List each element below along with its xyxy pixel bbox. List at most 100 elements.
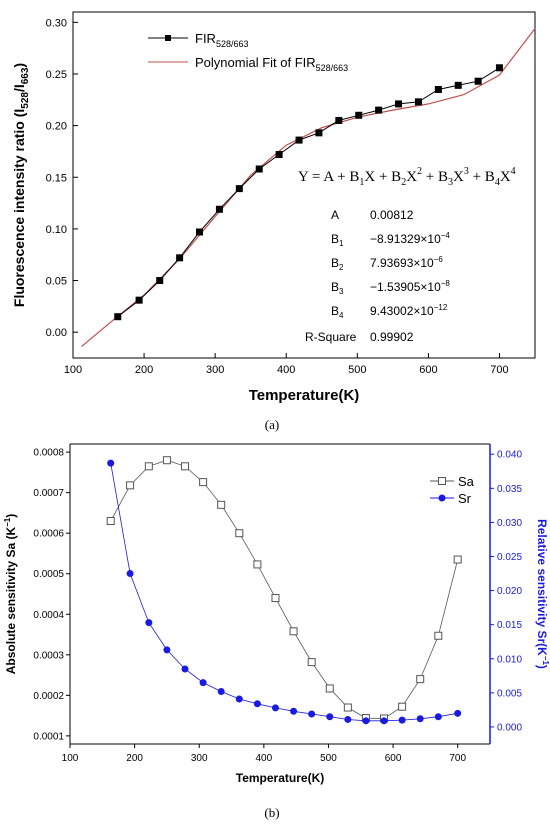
- param-b3-value: −1.53905×10−8: [370, 279, 450, 294]
- chart-a-fit-series: [81, 28, 536, 348]
- x-tick-label: 400: [256, 753, 273, 764]
- sr-point: [326, 713, 334, 721]
- legend-fir-marker-swatch: [165, 35, 171, 41]
- sa-point: [434, 631, 443, 640]
- chart-b-left-y-axis: 0.0001 0.0002 0.0003 0.0004 0.0005 0.0006 0.00…: [33, 448, 70, 742]
- left-y-tick-label: 0.0003: [33, 650, 64, 661]
- sr-point: [290, 707, 298, 715]
- legend-fit-label: Polynomial Fit of FIR528/663: [195, 55, 348, 73]
- sa-point: [217, 500, 226, 509]
- chart-a-legend: FIR528/663 Polynomial Fit of FIR528/663: [148, 31, 348, 73]
- sr-point: [434, 713, 442, 721]
- sr-line: [110, 463, 458, 722]
- sa-point: [199, 478, 208, 487]
- fit-line: [81, 28, 536, 348]
- sr-point: [235, 695, 243, 703]
- param-b4-value: 9.43002×10−12: [370, 303, 448, 318]
- fir-point: [275, 151, 283, 159]
- fir-point: [135, 296, 143, 304]
- fir-point: [434, 85, 442, 93]
- sa-point: [126, 481, 135, 490]
- sa-point: [253, 560, 262, 569]
- y-tick-label: 0.10: [46, 224, 67, 236]
- x-tick-label: 700: [449, 753, 466, 764]
- sr-point: [362, 717, 370, 725]
- x-tick-label: 600: [385, 753, 402, 764]
- x-tick-label: 500: [348, 364, 366, 376]
- sa-point: [106, 517, 115, 526]
- fir-point: [454, 81, 462, 89]
- right-y-tick-label: 0.000: [497, 722, 522, 733]
- sr-point: [454, 709, 462, 717]
- x-tick-label: 300: [191, 753, 208, 764]
- fir-point: [395, 100, 403, 108]
- param-b2-name: B2: [331, 256, 344, 272]
- fir-point: [315, 129, 323, 137]
- right-y-tick-label: 0.030: [497, 518, 522, 529]
- fir-point: [414, 98, 422, 106]
- sr-point: [308, 710, 316, 718]
- sr-point: [181, 665, 189, 673]
- sr-point: [126, 570, 134, 578]
- sr-point: [271, 704, 279, 712]
- sa-point: [398, 702, 407, 711]
- r-square-value: 0.99902: [370, 330, 414, 344]
- fir-point: [474, 77, 482, 85]
- fir-point: [255, 165, 263, 173]
- sa-point: [271, 594, 280, 603]
- legend-sr-marker-swatch: [438, 494, 446, 502]
- y-tick-label: 0.15: [46, 172, 67, 184]
- fir-point: [215, 205, 223, 213]
- sa-point: [162, 456, 171, 465]
- sa-point: [416, 675, 425, 684]
- right-y-tick-label: 0.015: [497, 620, 522, 631]
- y-tick-label: 0.30: [46, 17, 67, 29]
- chart-b-x-axis: 100 200 300 400 500 600 700: [62, 744, 466, 764]
- left-y-tick-label: 0.0007: [33, 488, 64, 499]
- fir-point: [235, 185, 243, 193]
- legend-sa-label: Sa: [458, 474, 475, 489]
- y-tick-label: 0.00: [46, 327, 67, 339]
- right-y-tick-label: 0.035: [497, 484, 522, 495]
- chart-b-sa-series: [106, 456, 462, 723]
- legend-sr-label: Sr: [458, 491, 472, 506]
- sa-point: [325, 684, 334, 693]
- chart-b-sr-series: [107, 459, 462, 725]
- fit-equation: Y = A + B1X + B2X2 + B3X3 + B4X4: [298, 166, 516, 188]
- x-tick-label: 100: [64, 364, 82, 376]
- r-square-label: R-Square: [305, 330, 357, 344]
- sa-point: [289, 627, 298, 636]
- right-y-tick-label: 0.005: [497, 688, 522, 699]
- y-tick-label: 0.20: [46, 121, 67, 133]
- fir-point: [156, 277, 164, 285]
- param-b3-name: B3: [331, 280, 344, 296]
- fir-point: [295, 136, 303, 144]
- fir-point: [335, 116, 343, 124]
- chart-a-x-axis: 100 200 300 400 500 600 700: [64, 353, 509, 376]
- chart-b-right-y-axis: 0.000 0.005 0.010 0.015 0.020 0.025 0.030 0.035…: [490, 450, 522, 733]
- chart-b-legend: Sa Sr: [430, 474, 475, 506]
- fir-point: [375, 106, 383, 114]
- sr-point: [416, 715, 424, 723]
- sa-point: [343, 703, 352, 712]
- fir-point: [196, 228, 204, 236]
- sr-point: [107, 459, 115, 467]
- x-tick-label: 400: [277, 364, 295, 376]
- sa-point: [144, 462, 153, 471]
- x-tick-label: 500: [320, 753, 337, 764]
- fir-point: [114, 313, 122, 321]
- chart-b-x-axis-title: Temperature(K): [236, 771, 324, 785]
- chart-b-right-axis-title: Relative sensitivity Sr(K−1): [535, 519, 550, 669]
- chart-a-y-axis: 0.00 0.05 0.10 0.15 0.20 0.25 0.30: [46, 17, 78, 339]
- sr-point: [398, 716, 406, 724]
- sa-point: [181, 462, 190, 471]
- x-tick-label: 600: [419, 364, 437, 376]
- sr-point: [217, 688, 225, 695]
- param-b4-name: B4: [331, 304, 344, 320]
- fir-point: [176, 254, 184, 262]
- chart-a-data-series: [114, 64, 503, 321]
- right-y-tick-label: 0.020: [497, 586, 522, 597]
- param-a-name: A: [331, 208, 339, 222]
- x-tick-label: 200: [126, 753, 143, 764]
